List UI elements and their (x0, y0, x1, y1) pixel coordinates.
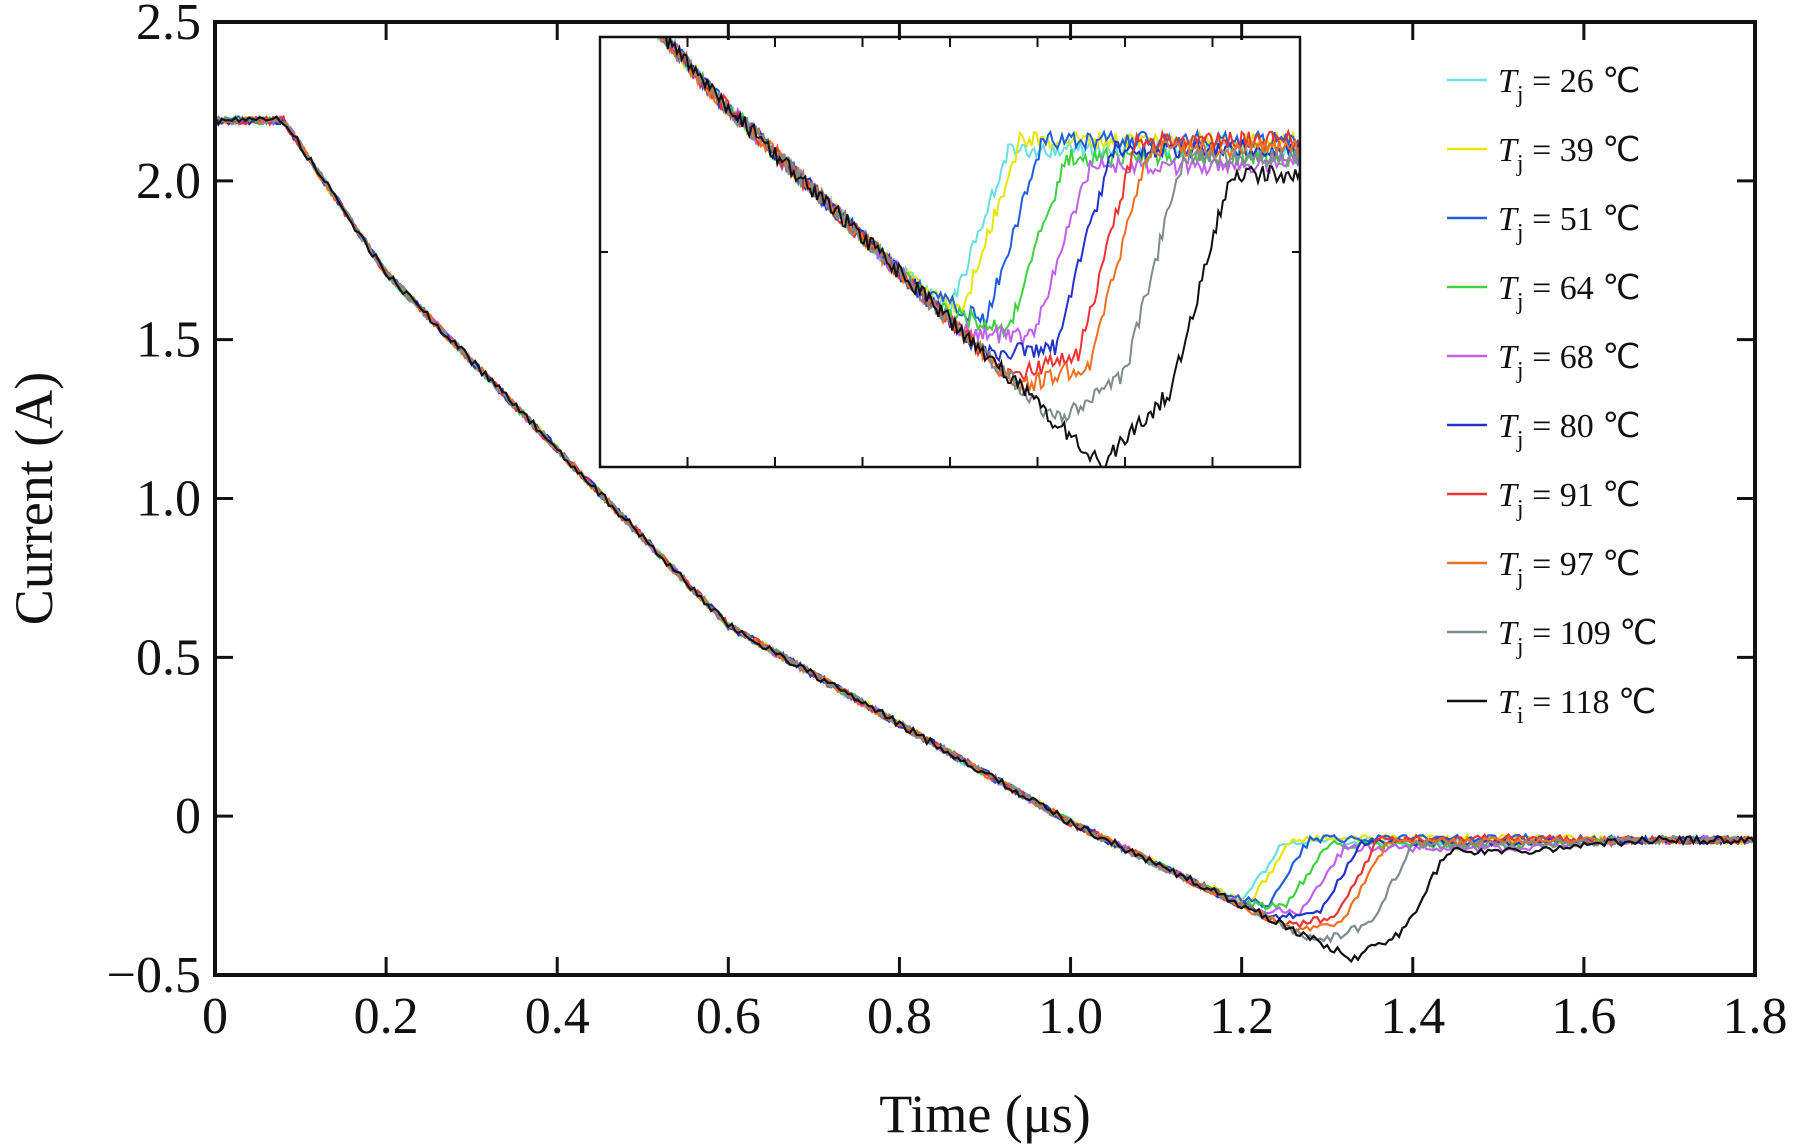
x-tick-label: 1.8 (1723, 988, 1788, 1045)
x-tick-label: 1.6 (1551, 988, 1616, 1045)
series-line-9 (213, 115, 1756, 964)
legend: Tj = 26 ℃ Tj = 39 ℃ Tj = 51 ℃ Tj = 64 ℃ Tj =… (1447, 63, 1657, 729)
legend-entry: Tj = 91 ℃ (1498, 477, 1640, 522)
x-tick-label: 0.2 (354, 988, 419, 1045)
y-axis-label: Current (A) (4, 372, 64, 625)
y-tick-label: 0.5 (136, 629, 201, 686)
legend-entry: Tj = 80 ℃ (1498, 408, 1640, 453)
series-line-8 (214, 115, 1756, 944)
inset-background (600, 37, 1300, 467)
x-axis-label: Time (μs) (879, 1084, 1091, 1144)
x-tick-label: 1.2 (1209, 988, 1274, 1045)
legend-entry: Tj = 68 ℃ (1498, 339, 1640, 384)
y-tick-label: 1.0 (136, 471, 201, 528)
legend-entry: Tj = 51 ℃ (1498, 201, 1640, 246)
x-tick-label: 0 (202, 988, 228, 1045)
y-tick-label: 1.5 (136, 312, 201, 369)
legend-entry: Tj = 39 ℃ (1498, 132, 1640, 177)
legend-entry: Tj = 109 ℃ (1498, 615, 1657, 660)
inset-series-line-9 (659, 37, 1300, 467)
y-tick-label: 2.0 (136, 153, 201, 210)
legend-entry: Tj = 26 ℃ (1498, 63, 1640, 108)
main-axes: 0 0.2 0.4 0.6 0.8 1.0 1.2 1.4 1.6 1.8−0.500.51.01… (107, 0, 1788, 1045)
main-plot-area (213, 114, 1756, 964)
legend-entry: Tj = 64 ℃ (1498, 270, 1640, 315)
x-tick-label: 0.6 (696, 988, 761, 1045)
y-tick-label: −0.5 (107, 947, 201, 1004)
x-tick-label: 1.4 (1380, 988, 1445, 1045)
x-tick-label: 1.0 (1038, 988, 1103, 1045)
y-tick-label: 2.5 (136, 0, 201, 51)
inset-plot (598, 35, 1302, 469)
x-tick-label: 0.8 (867, 988, 932, 1045)
x-tick-label: 0.4 (525, 988, 590, 1045)
y-tick-label: 0 (175, 788, 201, 845)
legend-entry: Ti = 118 ℃ (1498, 684, 1656, 729)
legend-entry: Tj = 97 ℃ (1498, 546, 1640, 591)
